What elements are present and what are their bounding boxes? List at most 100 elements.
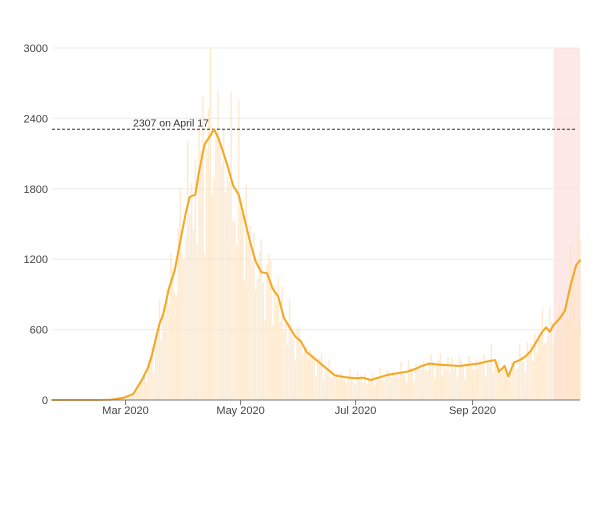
- daily-bar: [519, 345, 521, 400]
- daily-bar: [257, 279, 259, 400]
- daily-bar: [321, 353, 323, 400]
- daily-bars-layer: [104, 48, 581, 400]
- daily-bar: [266, 264, 268, 400]
- daily-bar: [442, 376, 444, 400]
- daily-bar: [457, 377, 459, 400]
- daily-bar: [423, 361, 425, 400]
- daily-bar: [525, 373, 527, 400]
- daily-bar: [493, 373, 495, 400]
- daily-bar: [489, 359, 491, 400]
- daily-bar: [572, 275, 574, 400]
- daily-bar: [302, 354, 304, 400]
- daily-bar: [479, 359, 481, 400]
- daily-bar: [213, 177, 215, 400]
- daily-bar: [206, 149, 208, 400]
- daily-bar: [400, 362, 402, 400]
- daily-bar: [132, 395, 134, 400]
- daily-bar: [202, 96, 204, 400]
- daily-bar: [245, 184, 247, 400]
- daily-bar: [362, 383, 364, 400]
- daily-bar: [398, 377, 400, 400]
- grid-layer: [52, 48, 580, 330]
- daily-bar: [515, 370, 517, 400]
- daily-bar: [404, 375, 406, 400]
- daily-bar: [538, 334, 540, 400]
- daily-bar: [523, 362, 525, 400]
- daily-bar: [185, 236, 187, 400]
- daily-bar: [315, 376, 317, 400]
- daily-bar: [577, 227, 579, 400]
- daily-bar: [327, 370, 329, 400]
- rolling-average-line: [52, 129, 580, 400]
- y-tick-label: 1200: [24, 254, 48, 266]
- daily-bar: [474, 369, 476, 400]
- daily-bar: [536, 353, 538, 400]
- daily-bar: [274, 286, 276, 400]
- daily-bar: [181, 253, 183, 400]
- daily-bar: [555, 334, 557, 400]
- daily-bar: [481, 363, 483, 400]
- daily-bar: [453, 369, 455, 400]
- daily-bar: [332, 373, 334, 400]
- daily-bar: [406, 383, 408, 400]
- daily-bar: [451, 358, 453, 400]
- daily-bar: [161, 341, 163, 400]
- daily-bar: [532, 361, 534, 400]
- daily-bar: [366, 384, 368, 400]
- daily-bar: [317, 357, 319, 400]
- daily-bar: [445, 369, 447, 400]
- daily-bar: [434, 378, 436, 400]
- daily-bar: [549, 306, 551, 400]
- daily-bar: [466, 365, 468, 400]
- daily-bar: [381, 379, 383, 400]
- daily-bar: [229, 182, 231, 400]
- daily-bar: [293, 338, 295, 400]
- daily-bar: [391, 377, 393, 400]
- daily-bar: [570, 246, 572, 400]
- daily-bar: [410, 368, 412, 400]
- daily-bar: [553, 344, 555, 400]
- x-tick-label: Sep 2020: [449, 405, 496, 417]
- daily-bar: [210, 48, 212, 400]
- daily-bar: [411, 368, 413, 400]
- daily-bar: [212, 195, 214, 400]
- daily-bar: [498, 361, 500, 400]
- daily-bar: [255, 289, 257, 400]
- daily-bar: [138, 386, 140, 400]
- daily-bar: [462, 365, 464, 400]
- daily-bar: [417, 368, 419, 400]
- daily-bar: [374, 386, 376, 400]
- daily-bar: [545, 342, 547, 400]
- daily-bar: [547, 336, 549, 400]
- daily-bar: [336, 373, 338, 400]
- daily-bar: [261, 239, 263, 400]
- daily-bar: [204, 254, 206, 400]
- daily-bar: [247, 242, 249, 400]
- y-tick-label: 2400: [24, 113, 48, 125]
- y-tick-label: 0: [42, 395, 48, 407]
- daily-bar: [357, 371, 359, 400]
- daily-bar: [396, 374, 398, 400]
- daily-bar: [225, 192, 227, 400]
- daily-bar: [568, 319, 570, 400]
- daily-bar: [408, 360, 410, 400]
- daily-bar: [159, 301, 161, 400]
- daily-bar: [347, 378, 349, 400]
- daily-bar: [517, 367, 519, 400]
- x-tick-label: Mar 2020: [102, 405, 148, 417]
- daily-bar: [394, 376, 396, 400]
- daily-bar: [238, 100, 240, 400]
- daily-bar: [579, 239, 581, 400]
- daily-bar: [485, 376, 487, 400]
- y-tick-label: 3000: [24, 43, 48, 55]
- daily-bar: [232, 220, 234, 400]
- daily-bar: [272, 325, 274, 400]
- daily-bar: [455, 365, 457, 400]
- daily-bar: [438, 360, 440, 400]
- daily-bar: [551, 323, 553, 400]
- daily-bar: [487, 361, 489, 400]
- daily-bar: [557, 313, 559, 400]
